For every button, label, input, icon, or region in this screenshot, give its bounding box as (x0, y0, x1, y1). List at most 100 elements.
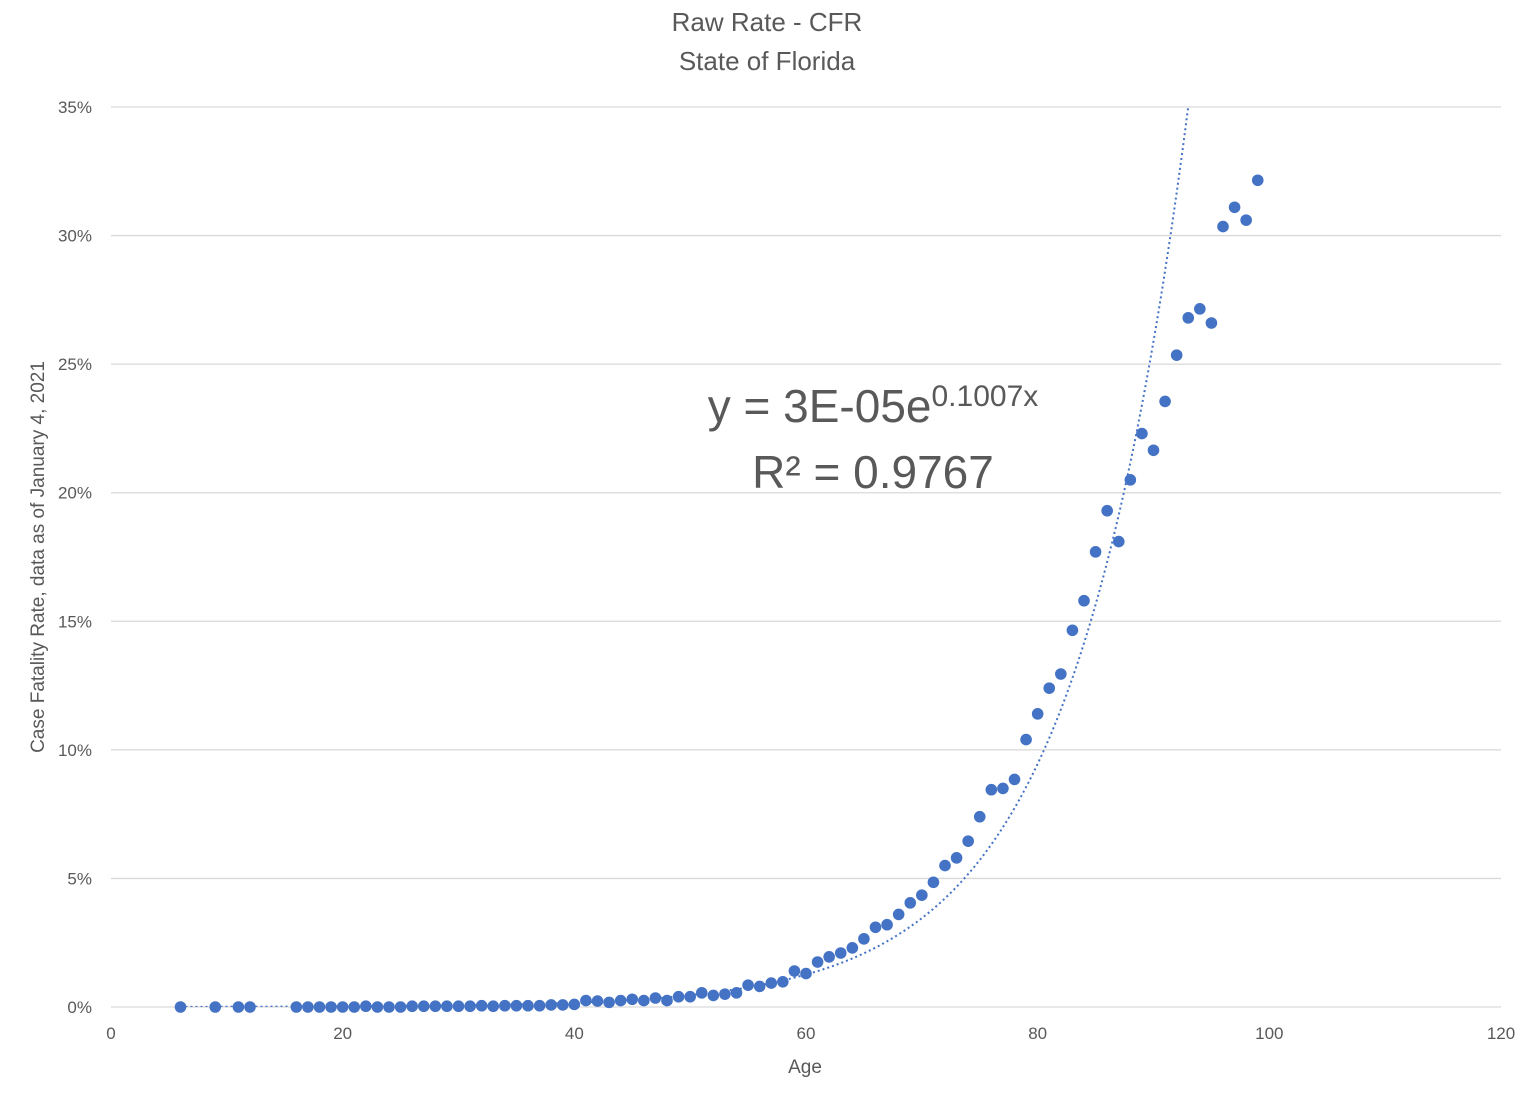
data-point (336, 1001, 349, 1013)
data-point (1159, 395, 1171, 408)
data-point (684, 990, 696, 1003)
data-point (545, 999, 557, 1011)
data-point (556, 999, 569, 1011)
data-point (464, 1000, 476, 1013)
data-point (360, 1000, 372, 1013)
y-tick-label: 0% (67, 998, 92, 1017)
data-point (695, 987, 708, 999)
equation-exponent: 0.1007x (932, 380, 1039, 413)
data-point (811, 956, 824, 968)
trendline-equation: y = 3E-05e0.1007x (708, 380, 1039, 432)
data-point (1228, 201, 1241, 214)
data-point (302, 1001, 314, 1013)
x-tick-label: 60 (797, 1024, 816, 1043)
data-point (997, 782, 1009, 795)
data-point (580, 994, 592, 1007)
x-tick-label: 100 (1255, 1024, 1283, 1043)
data-point (742, 979, 754, 991)
equation-base: y = 3E-05e (708, 380, 932, 432)
data-point (591, 995, 604, 1007)
data-point (800, 967, 812, 980)
data-point (1055, 668, 1067, 680)
chart-subtitle: State of Florida (679, 46, 856, 76)
data-point (394, 1001, 407, 1013)
data-point (1089, 546, 1102, 558)
data-point (777, 976, 789, 988)
data-point (441, 1000, 453, 1013)
data-point (1136, 427, 1148, 440)
data-point (417, 1000, 430, 1013)
data-point (533, 999, 546, 1012)
data-point (707, 989, 720, 1002)
data-point (232, 1001, 245, 1013)
data-point (510, 999, 523, 1012)
data-point (1066, 624, 1079, 637)
data-points (174, 174, 1264, 1013)
x-tick-label: 80 (1028, 1024, 1047, 1043)
y-tick-label: 30% (58, 227, 92, 246)
data-point (429, 1000, 442, 1013)
exponential-trendline (180, 107, 1190, 1007)
data-point (973, 810, 986, 823)
data-point (730, 987, 743, 999)
data-point (406, 1000, 418, 1013)
data-point (661, 994, 673, 1007)
data-point (881, 918, 893, 931)
data-point (1205, 317, 1218, 329)
data-point (603, 996, 615, 1009)
data-point (719, 988, 731, 1000)
data-point (290, 1001, 303, 1013)
y-tick-label: 25% (58, 355, 92, 374)
trendline-path (180, 107, 1190, 1007)
data-point (1170, 349, 1183, 361)
data-point (244, 1001, 256, 1013)
data-point (1020, 733, 1032, 746)
data-point (916, 889, 928, 901)
data-point (499, 999, 511, 1012)
data-point (1124, 474, 1137, 486)
x-tick-label: 120 (1487, 1024, 1515, 1043)
gridlines (111, 106, 1501, 1008)
data-point (788, 965, 801, 977)
data-point (1031, 708, 1044, 720)
data-point (846, 942, 859, 954)
data-point (371, 1001, 384, 1013)
data-point (1101, 504, 1113, 517)
data-point (904, 897, 917, 909)
data-point (626, 993, 639, 1006)
data-point (869, 921, 882, 934)
data-point (927, 876, 940, 889)
y-tick-label: 5% (67, 869, 92, 888)
data-point (1112, 535, 1125, 548)
data-point (765, 977, 778, 989)
x-tick-label: 0 (106, 1024, 115, 1043)
y-axis-title: Case Fatality Rate, data as of January 4… (28, 361, 49, 753)
data-point (962, 835, 974, 847)
data-point (383, 1001, 395, 1013)
data-point (950, 852, 963, 864)
data-point (487, 1000, 500, 1013)
data-point (452, 1000, 465, 1013)
data-point (892, 908, 905, 921)
data-point (1217, 220, 1229, 233)
data-point (313, 1001, 326, 1013)
data-point (568, 998, 581, 1011)
data-point (1240, 214, 1252, 226)
chart-title: Raw Rate - CFR (672, 7, 863, 37)
data-point (475, 999, 488, 1012)
y-axis-tick-labels: 0% 5% 10% 15% 20% 25% 30% 35% (58, 98, 92, 1017)
y-tick-label: 15% (58, 612, 92, 631)
x-axis-title: Age (788, 1057, 822, 1078)
data-point (834, 947, 847, 959)
data-point (858, 933, 870, 945)
data-point (1251, 174, 1264, 187)
data-point (1182, 312, 1195, 324)
data-point (638, 994, 650, 1007)
data-point (985, 783, 998, 796)
data-point (672, 990, 685, 1003)
data-point (823, 951, 835, 963)
x-tick-label: 40 (565, 1024, 584, 1043)
x-tick-label: 20 (333, 1024, 352, 1043)
